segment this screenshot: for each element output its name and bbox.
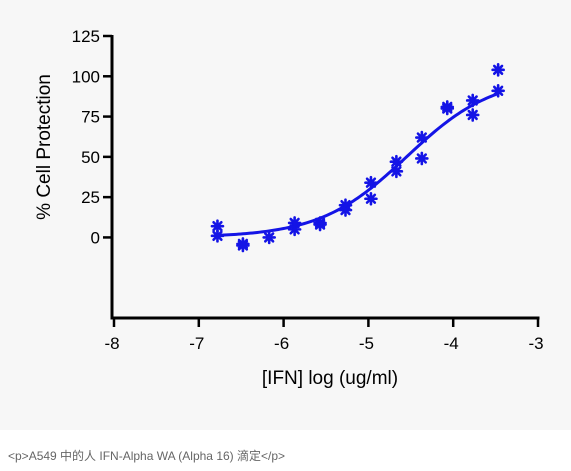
y-tick-label: 75	[81, 108, 100, 127]
figure-caption: <p>A549 中的人 IFN-Alpha WA (Alpha 16) 滴定</…	[8, 449, 286, 463]
y-axis-title: % Cell Protection	[34, 74, 55, 220]
x-tick-label: -3	[528, 334, 543, 353]
axes	[110, 35, 540, 320]
data-point	[313, 217, 327, 232]
data-point	[465, 93, 480, 108]
data-point	[364, 175, 378, 190]
fit-curve-layer	[217, 92, 499, 237]
x-tick-label: -5	[359, 334, 374, 353]
data-points	[210, 63, 505, 253]
data-point	[389, 164, 404, 179]
data-point	[364, 191, 378, 206]
x-tick-label: -4	[444, 334, 459, 353]
data-point	[440, 101, 455, 116]
data-point	[465, 108, 480, 122]
x-tick-label: -6	[274, 334, 289, 353]
data-point	[491, 83, 505, 98]
data-point	[287, 222, 302, 237]
x-axis-title: [IFN] log (ug/ml)	[262, 368, 398, 389]
y-tick-label: 50	[81, 148, 100, 167]
fit-curve	[217, 92, 499, 237]
data-point	[415, 130, 429, 145]
ticks: 0 25 50 75 100 125 -8 -7 -6 -5 -4 -3	[72, 27, 544, 353]
chart-panel: 0 25 50 75 100 125 -8 -7 -6 -5 -4 -3 [IFN] log (ug/…	[34, 27, 544, 389]
x-tick-label: -8	[104, 334, 119, 353]
data-point	[491, 63, 505, 77]
y-tick-label: 100	[72, 67, 100, 86]
data-point	[415, 151, 429, 166]
data-point	[338, 203, 353, 217]
dose-response-chart: 0 25 50 75 100 125 -8 -7 -6 -5 -4 -3 [IFN] log (ug/…	[34, 27, 544, 389]
y-tick-label: 125	[72, 27, 100, 46]
y-tick-label: 0	[91, 228, 100, 247]
data-point	[210, 229, 225, 243]
x-tick-label: -7	[189, 334, 204, 353]
y-tick-label: 25	[81, 188, 100, 207]
data-point	[262, 230, 276, 245]
data-point	[236, 237, 250, 251]
